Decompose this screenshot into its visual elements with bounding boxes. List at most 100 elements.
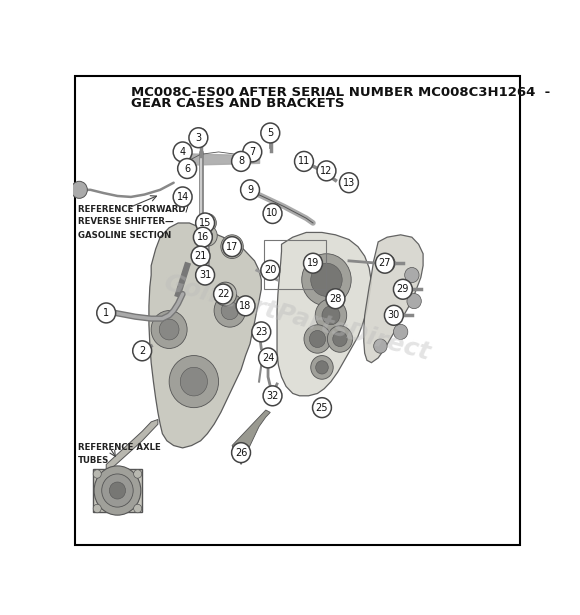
Circle shape	[97, 303, 115, 323]
Circle shape	[195, 213, 215, 233]
Circle shape	[295, 151, 313, 172]
Circle shape	[243, 142, 262, 162]
Circle shape	[241, 180, 259, 200]
Circle shape	[93, 470, 101, 478]
Circle shape	[94, 466, 141, 515]
Circle shape	[160, 319, 179, 340]
Circle shape	[177, 159, 197, 178]
Circle shape	[169, 355, 219, 408]
Circle shape	[311, 355, 333, 379]
Circle shape	[333, 331, 347, 347]
Text: REFERENCE AXLE: REFERENCE AXLE	[78, 443, 161, 452]
Text: 22: 22	[217, 289, 229, 299]
Circle shape	[231, 443, 251, 462]
Circle shape	[198, 213, 216, 232]
Circle shape	[265, 124, 277, 136]
Circle shape	[193, 227, 212, 247]
Circle shape	[202, 230, 213, 242]
Polygon shape	[149, 223, 261, 448]
Text: 15: 15	[199, 218, 211, 228]
Circle shape	[374, 339, 387, 353]
Text: 11: 11	[298, 156, 310, 167]
Text: 17: 17	[226, 242, 238, 252]
Circle shape	[322, 306, 340, 325]
Circle shape	[195, 129, 206, 141]
Circle shape	[236, 296, 255, 315]
Text: 7: 7	[249, 147, 255, 157]
Circle shape	[214, 294, 245, 327]
Circle shape	[315, 299, 347, 332]
Circle shape	[385, 306, 403, 325]
Text: REVERSE SHIFTER—: REVERSE SHIFTER—	[78, 217, 173, 226]
Circle shape	[316, 361, 328, 374]
Text: 26: 26	[235, 448, 247, 458]
Circle shape	[110, 482, 125, 499]
Circle shape	[311, 263, 342, 296]
Circle shape	[195, 265, 215, 285]
Circle shape	[173, 187, 192, 207]
Text: 28: 28	[329, 294, 342, 304]
Circle shape	[386, 307, 402, 324]
Circle shape	[191, 246, 210, 266]
Circle shape	[133, 470, 142, 478]
Circle shape	[213, 284, 233, 304]
Circle shape	[263, 386, 282, 406]
Circle shape	[231, 151, 251, 172]
Circle shape	[214, 282, 237, 306]
Circle shape	[303, 253, 322, 273]
Circle shape	[407, 293, 421, 309]
Circle shape	[180, 367, 208, 396]
Circle shape	[71, 181, 88, 199]
Circle shape	[223, 237, 241, 256]
Polygon shape	[106, 419, 158, 469]
Circle shape	[395, 280, 411, 298]
Circle shape	[379, 255, 395, 272]
Polygon shape	[93, 469, 142, 512]
Text: MC008C-ES00 AFTER SERIAL NUMBER MC008C3H1264  -: MC008C-ES00 AFTER SERIAL NUMBER MC008C3H…	[131, 85, 550, 98]
Circle shape	[375, 253, 394, 273]
Circle shape	[259, 348, 277, 368]
Circle shape	[151, 311, 187, 349]
Text: 12: 12	[320, 166, 333, 176]
Circle shape	[173, 142, 192, 162]
Text: TUBES: TUBES	[78, 456, 109, 466]
Circle shape	[313, 398, 331, 418]
Text: 16: 16	[197, 232, 209, 242]
Polygon shape	[364, 235, 423, 363]
Polygon shape	[277, 232, 371, 396]
Text: 14: 14	[176, 192, 188, 202]
Polygon shape	[232, 410, 270, 464]
Circle shape	[377, 255, 393, 272]
Circle shape	[339, 173, 358, 192]
Text: 3: 3	[195, 133, 201, 143]
Text: 6: 6	[184, 164, 190, 173]
Text: 23: 23	[255, 327, 267, 337]
Circle shape	[261, 260, 280, 280]
Text: 25: 25	[316, 403, 328, 413]
Text: 20: 20	[264, 265, 277, 276]
Text: 24: 24	[262, 353, 274, 363]
Text: 8: 8	[238, 156, 244, 167]
Text: 18: 18	[240, 301, 252, 311]
Circle shape	[133, 341, 151, 361]
Text: 30: 30	[388, 311, 400, 320]
Circle shape	[221, 301, 238, 320]
Text: 27: 27	[379, 258, 391, 268]
Circle shape	[93, 504, 101, 513]
Text: 4: 4	[180, 147, 186, 157]
Text: 29: 29	[397, 284, 409, 294]
Circle shape	[309, 330, 325, 347]
Circle shape	[261, 123, 280, 143]
Circle shape	[197, 225, 218, 246]
Circle shape	[252, 322, 271, 342]
Text: 2: 2	[139, 346, 146, 356]
Text: 5: 5	[267, 128, 273, 138]
Text: GEAR CASES AND BRACKETS: GEAR CASES AND BRACKETS	[131, 97, 345, 109]
Text: GASOLINE SECTION: GASOLINE SECTION	[78, 231, 171, 240]
Circle shape	[189, 128, 208, 148]
Circle shape	[393, 279, 412, 300]
Circle shape	[203, 218, 212, 228]
Circle shape	[326, 289, 345, 309]
Circle shape	[263, 204, 282, 223]
Circle shape	[405, 268, 419, 283]
